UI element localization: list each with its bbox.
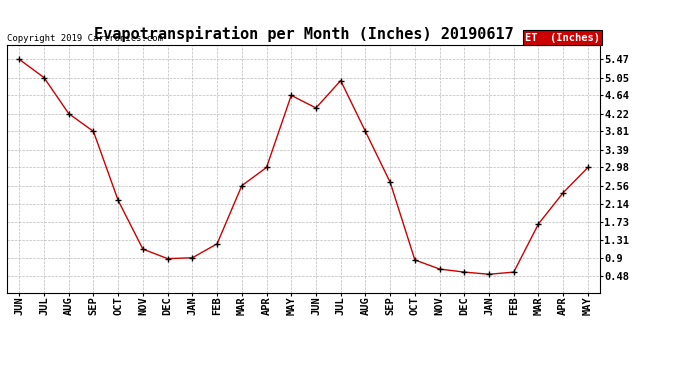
Title: Evapotranspiration per Month (Inches) 20190617: Evapotranspiration per Month (Inches) 20… xyxy=(94,27,513,42)
Text: Copyright 2019 Cartronics.com: Copyright 2019 Cartronics.com xyxy=(7,33,163,42)
Text: ET  (Inches): ET (Inches) xyxy=(525,33,600,42)
